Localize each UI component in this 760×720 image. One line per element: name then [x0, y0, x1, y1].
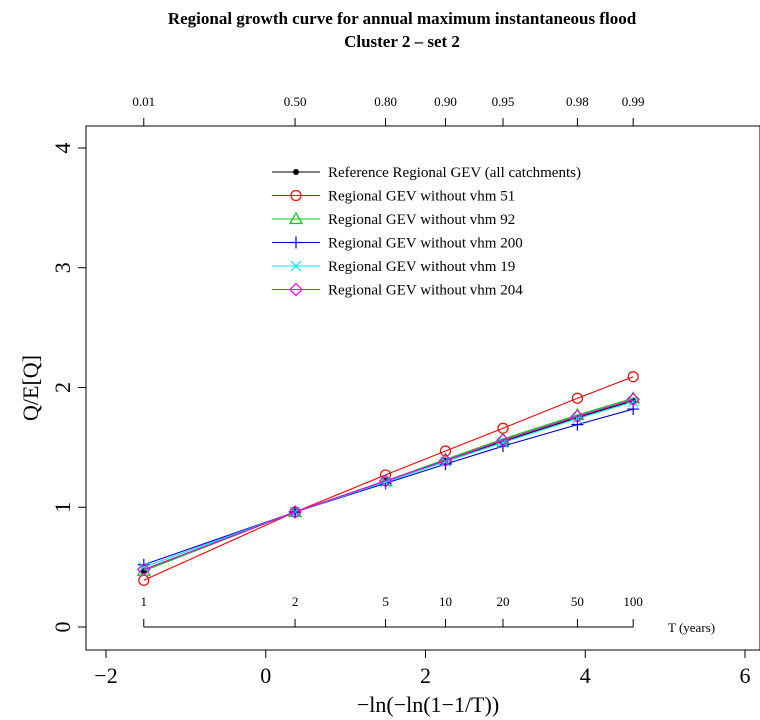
legend-marker [290, 260, 302, 272]
x-axis: −2 0 2 4 6 [94, 649, 751, 688]
return-period-axis: T (years) 1 2 5 10 20 50 100 [141, 594, 716, 635]
data-point [571, 418, 584, 431]
legend-marker [293, 169, 299, 175]
return-period-tick-label: 50 [571, 594, 584, 609]
data-point [627, 371, 639, 383]
y-axis: 0 1 2 3 4 [50, 143, 87, 633]
top-tick-label: 0.99 [622, 94, 645, 109]
top-tick-label: 0.90 [434, 94, 457, 109]
top-tick-label: 0.50 [284, 94, 307, 109]
y-tick-label: 1 [50, 502, 75, 513]
series-6 [136, 392, 641, 577]
x-tick-label: 6 [740, 663, 751, 688]
legend-label: Regional GEV without vhm 200 [328, 236, 523, 252]
top-probability-axis: 0.01 0.50 0.80 0.90 0.95 0.98 0.99 [132, 94, 645, 127]
data-point [571, 392, 584, 404]
y-tick-label: 2 [50, 382, 75, 393]
x-tick-label: −2 [94, 663, 117, 688]
series-group [136, 371, 641, 586]
data-point [439, 445, 452, 457]
x-tick-label: 2 [420, 663, 431, 688]
data-point [570, 409, 585, 424]
plot-frame [85, 125, 760, 651]
data-point [496, 433, 510, 448]
return-period-tick-label: 1 [141, 594, 148, 609]
chart-subtitle: Cluster 2 – set 2 [344, 32, 460, 51]
y-axis-label: Q/E[Q] [18, 355, 43, 421]
data-point [138, 561, 150, 573]
top-tick-label: 0.98 [566, 94, 589, 109]
top-tick-label: 0.01 [132, 94, 155, 109]
y-tick-label: 4 [50, 143, 75, 154]
return-period-tick-label: 10 [439, 594, 452, 609]
data-point [288, 505, 302, 519]
legend-label: Reference Regional GEV (all catchments) [328, 165, 581, 181]
legend-label: Regional GEV without vhm 19 [328, 259, 515, 275]
return-period-tick-label: 100 [623, 594, 643, 609]
return-period-tick-label: 2 [292, 594, 299, 609]
data-point [137, 558, 150, 571]
data-point [626, 391, 641, 404]
y-tick-label: 3 [50, 262, 75, 273]
legend-label: Regional GEV without vhm 92 [328, 212, 515, 228]
series-4 [137, 403, 640, 571]
x-tick-label: 0 [260, 663, 271, 688]
top-tick-label: 0.80 [374, 94, 397, 109]
return-period-tick-label: 5 [382, 594, 389, 609]
legend-marker [289, 282, 303, 297]
legend: Reference Regional GEV (all catchments) R… [272, 165, 581, 299]
return-period-axis-label: T (years) [668, 620, 715, 635]
data-point [136, 562, 151, 577]
top-tick-label: 0.95 [492, 94, 515, 109]
data-point [378, 474, 393, 488]
legend-label: Regional GEV without vhm 204 [328, 283, 523, 299]
legend-marker [290, 189, 302, 202]
x-tick-label: 4 [580, 663, 591, 688]
return-period-tick-label: 20 [496, 594, 509, 609]
x-axis-label: −ln(−ln(1−1/T)) [357, 692, 499, 717]
chart-title: Regional growth curve for annual maximum… [168, 9, 637, 28]
data-point [438, 453, 453, 468]
y-tick-label: 0 [50, 622, 75, 633]
data-point [627, 396, 639, 408]
legend-marker [290, 236, 302, 249]
series-line [143, 398, 634, 571]
data-point [626, 392, 641, 407]
legend-label: Regional GEV without vhm 51 [328, 189, 515, 205]
legend-marker [288, 211, 304, 225]
